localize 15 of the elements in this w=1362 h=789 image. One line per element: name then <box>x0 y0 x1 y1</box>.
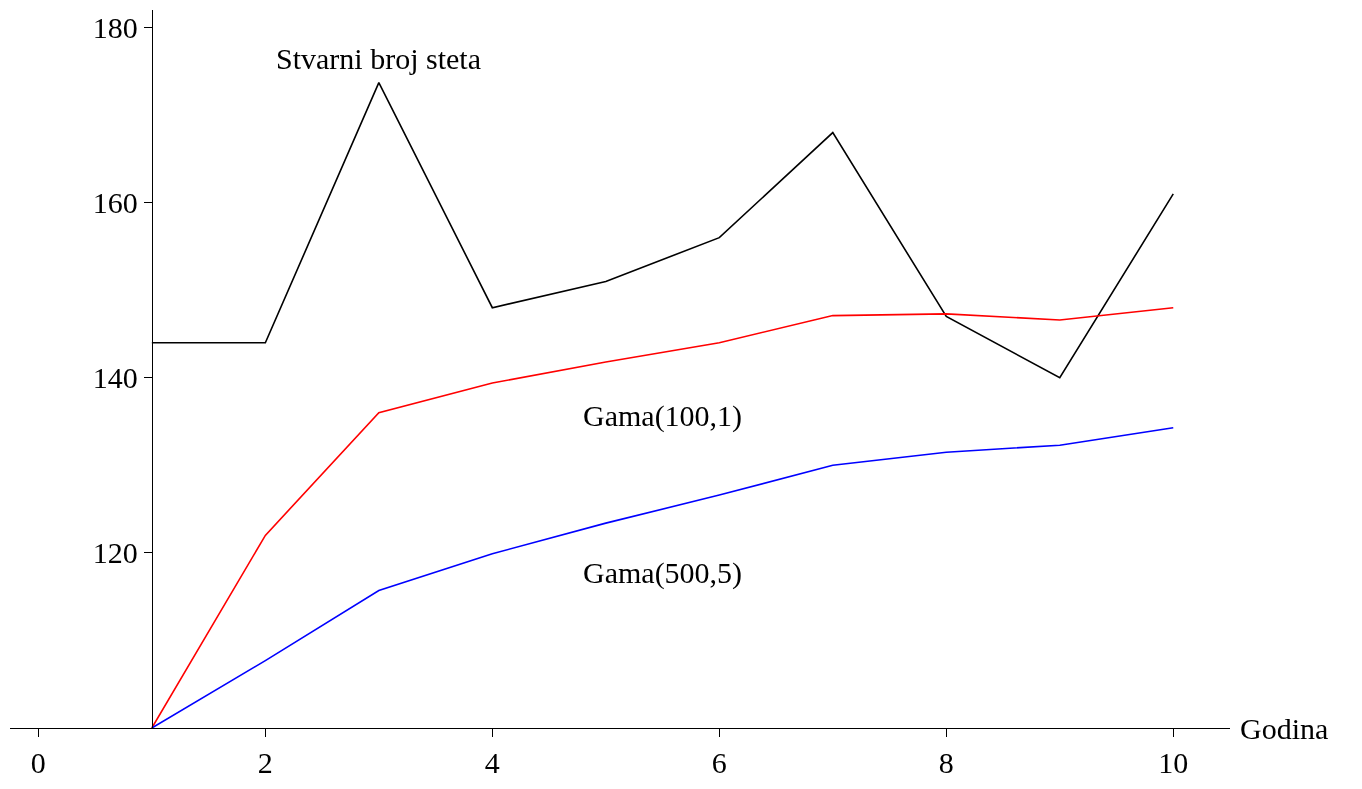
x-tick-label: 6 <box>711 746 727 779</box>
y-tick-label: 160 <box>92 186 138 220</box>
x-tick-label: 0 <box>30 746 46 779</box>
series-label: Gama(100,1) <box>583 399 743 433</box>
series-label: Stvarni broj steta <box>276 42 481 75</box>
y-tick-label: 120 <box>92 536 138 570</box>
x-tick-label: 2 <box>257 746 273 779</box>
x-axis-title: Godina <box>1240 712 1329 745</box>
x-tick-label: 4 <box>484 746 500 779</box>
y-tick-label: 180 <box>92 11 138 45</box>
x-tick-label: 8 <box>938 746 954 779</box>
series-label: Gama(500,5) <box>583 556 743 590</box>
y-tick-label: 140 <box>92 361 138 395</box>
x-tick-label: 10 <box>1158 746 1189 779</box>
line-series <box>151 306 1175 728</box>
